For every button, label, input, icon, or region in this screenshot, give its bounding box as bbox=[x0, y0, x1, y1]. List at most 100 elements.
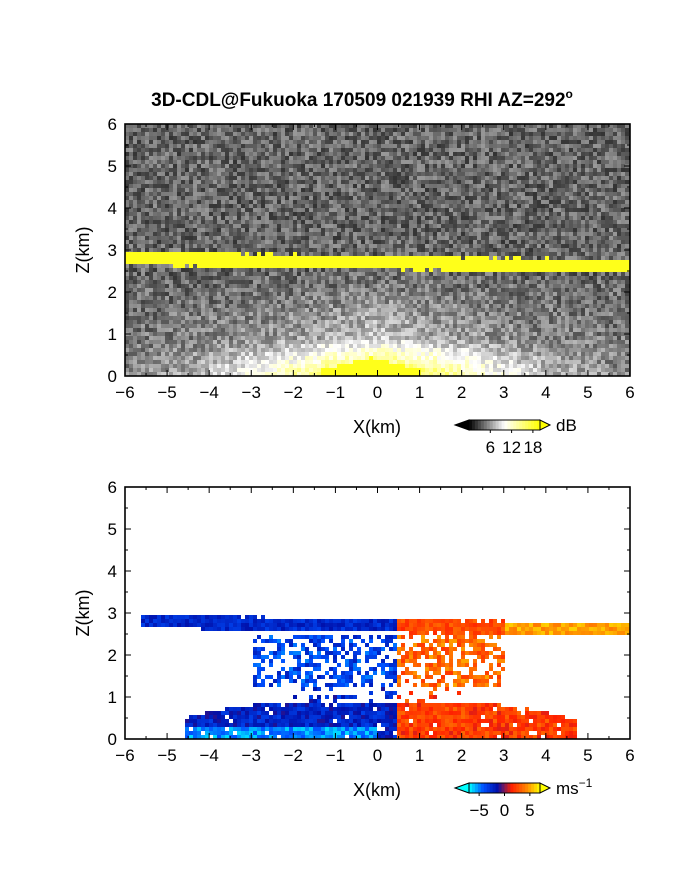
colorbar-segment bbox=[519, 783, 523, 793]
x-tick-label: −5 bbox=[157, 746, 176, 765]
x-tick-label: 4 bbox=[541, 383, 550, 402]
y-tick-label: 3 bbox=[108, 604, 117, 623]
x-tick-label: 0 bbox=[373, 746, 382, 765]
colorbar: dB 6 12 18 bbox=[453, 416, 577, 457]
colorbar-max-arrow bbox=[539, 419, 552, 431]
y-tick-label: 5 bbox=[108, 157, 117, 176]
y-tick-label: 3 bbox=[108, 241, 117, 260]
y-tick-label: 6 bbox=[108, 115, 117, 134]
colorbar-segment bbox=[516, 420, 520, 430]
colorbar-segment bbox=[474, 783, 479, 793]
x-tick-label: −2 bbox=[284, 746, 303, 765]
x-axis-label: X(km) bbox=[353, 417, 401, 437]
colorbar-frame bbox=[468, 419, 541, 431]
y-tick-label: 1 bbox=[108, 688, 117, 707]
y-tick-label: 4 bbox=[108, 562, 117, 581]
colorbar-segment bbox=[477, 420, 482, 430]
x-tick-label: 3 bbox=[499, 383, 508, 402]
colorbar-segment bbox=[528, 420, 532, 430]
x-tick-label: −4 bbox=[199, 383, 218, 402]
x-tick-label: 0 bbox=[373, 383, 382, 402]
plot-area bbox=[125, 487, 630, 739]
colorbar-segment bbox=[501, 783, 505, 793]
colorbar-segment bbox=[522, 420, 526, 430]
colorbar-segment bbox=[507, 420, 511, 430]
x-tick-label: 2 bbox=[457, 383, 466, 402]
colorbar-segment bbox=[489, 783, 494, 793]
colorbar-segment bbox=[471, 783, 476, 793]
colorbar-segment bbox=[531, 783, 535, 793]
colorbar-segment bbox=[498, 420, 503, 430]
colorbar-segment bbox=[534, 783, 538, 793]
colorbar-segment bbox=[507, 783, 511, 793]
y-tick-label: 1 bbox=[108, 325, 117, 344]
colorbar-tick-label: 18 bbox=[523, 438, 542, 457]
x-tick-label: −1 bbox=[326, 746, 345, 765]
x-tick-label: 1 bbox=[415, 383, 424, 402]
colorbar-segment bbox=[480, 420, 485, 430]
y-tick-label: 5 bbox=[108, 520, 117, 539]
x-tick-label: 5 bbox=[583, 383, 592, 402]
x-tick-label: 5 bbox=[583, 746, 592, 765]
colorbar-segment bbox=[516, 783, 520, 793]
colorbar-segment bbox=[522, 783, 526, 793]
colorbar-segment bbox=[537, 420, 541, 430]
colorbar-unit: dB bbox=[556, 416, 577, 435]
colorbar-segment bbox=[471, 420, 476, 430]
x-tick-label: −5 bbox=[157, 383, 176, 402]
colorbar-segment bbox=[510, 783, 514, 793]
colorbar-segment bbox=[486, 783, 491, 793]
colorbar-tick-label: 12 bbox=[502, 438, 521, 457]
colorbar-segment bbox=[504, 783, 508, 793]
colorbar-segment bbox=[519, 420, 523, 430]
colorbar-segment bbox=[474, 420, 479, 430]
colorbar-unit: ms−1 bbox=[556, 776, 593, 798]
colorbar-segment bbox=[498, 783, 503, 793]
colorbar-segment bbox=[528, 783, 532, 793]
colorbar-segment bbox=[531, 420, 535, 430]
colorbar-max-arrow bbox=[539, 782, 552, 794]
colorbar-segment bbox=[486, 420, 491, 430]
x-tick-label: −6 bbox=[115, 383, 134, 402]
y-axis-label: Z(km) bbox=[73, 590, 93, 637]
colorbar-segment bbox=[483, 420, 488, 430]
colorbar-segment bbox=[525, 783, 529, 793]
y-tick-label: 0 bbox=[108, 367, 117, 386]
x-tick-label: 6 bbox=[625, 746, 634, 765]
colorbar-segment bbox=[534, 420, 538, 430]
colorbar-tick-label: 0 bbox=[500, 801, 509, 820]
colorbar-segment bbox=[495, 783, 500, 793]
y-tick-label: 0 bbox=[108, 730, 117, 749]
colorbar-segment bbox=[495, 420, 500, 430]
x-tick-label: −3 bbox=[242, 746, 261, 765]
x-tick-label: 3 bbox=[499, 746, 508, 765]
y-tick-label: 4 bbox=[108, 199, 117, 218]
data-field bbox=[125, 124, 630, 376]
colorbar-segment bbox=[492, 783, 497, 793]
colorbar-segment bbox=[513, 783, 517, 793]
chart-panel-2: −6 −5 −4 −3 −2 −1 0 1 2 3 4 5 6 0 1 2 3 4 5 6 X(km) Z(km) ms−1… bbox=[73, 478, 635, 820]
y-tick-label: 6 bbox=[108, 478, 117, 497]
y-axis-label: Z(km) bbox=[73, 227, 93, 274]
colorbar: ms−1 −5 0 5 bbox=[453, 776, 593, 820]
colorbar-min-arrow bbox=[453, 782, 470, 794]
colorbar-segment bbox=[501, 420, 505, 430]
figure-title: 3D-CDL@Fukuoka 170509 021939 RHI AZ=292o bbox=[151, 87, 573, 111]
colorbar-tick-label: −5 bbox=[469, 801, 488, 820]
x-tick-label: −2 bbox=[284, 383, 303, 402]
x-tick-label: −4 bbox=[199, 746, 218, 765]
y-tick-label: 2 bbox=[108, 283, 117, 302]
y-tick-label: 2 bbox=[108, 646, 117, 665]
colorbar-segment bbox=[513, 420, 517, 430]
x-tick-label: −3 bbox=[242, 383, 261, 402]
x-tick-label: −1 bbox=[326, 383, 345, 402]
colorbar-segment bbox=[477, 783, 482, 793]
data-field bbox=[141, 615, 630, 739]
colorbar-segment bbox=[504, 420, 508, 430]
x-axis-label: X(km) bbox=[353, 780, 401, 800]
x-tick-label: 2 bbox=[457, 746, 466, 765]
x-tick-label: 6 bbox=[625, 383, 634, 402]
colorbar-min-arrow bbox=[453, 419, 470, 431]
